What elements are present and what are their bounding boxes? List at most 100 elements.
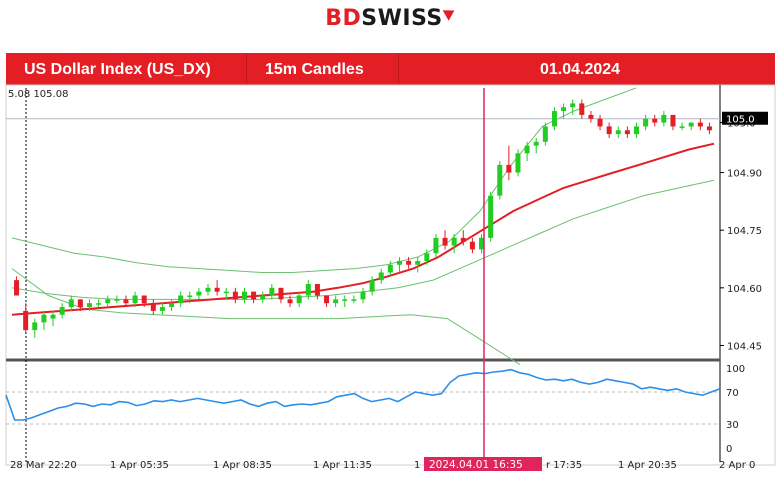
- candle-body: [415, 260, 421, 265]
- candle: [542, 122, 548, 146]
- candle: [269, 283, 275, 300]
- candle-body: [32, 322, 38, 331]
- candle-body: [14, 280, 20, 296]
- candle-body: [214, 287, 220, 292]
- candle: [159, 303, 165, 315]
- candle-body: [634, 126, 640, 135]
- candle: [479, 234, 485, 254]
- candle: [661, 111, 667, 127]
- candle: [205, 283, 211, 296]
- candle-body: [396, 260, 402, 265]
- candle-body: [597, 118, 603, 127]
- candle-body: [588, 114, 594, 119]
- candle-body: [433, 237, 439, 254]
- candle-body: [561, 107, 567, 112]
- candle: [606, 122, 612, 138]
- candle-body: [205, 287, 211, 292]
- candle-body: [324, 295, 330, 304]
- candle-body: [488, 195, 494, 238]
- candle: [706, 122, 712, 135]
- candle-body: [506, 164, 512, 173]
- candle: [68, 295, 74, 311]
- candle: [14, 276, 20, 296]
- oscillator-tick-label: 100: [726, 364, 745, 375]
- timeframe-label: 15m Candles: [265, 61, 364, 78]
- candle-body: [305, 283, 311, 296]
- candle-body: [460, 237, 466, 242]
- candle: [442, 230, 448, 250]
- candle-body: [333, 299, 339, 304]
- candle-body: [96, 303, 102, 305]
- candle-body: [351, 299, 357, 301]
- instrument-title: US Dollar Index (US_DX): [24, 61, 211, 78]
- candle: [260, 291, 266, 304]
- candle: [588, 111, 594, 123]
- candle: [624, 126, 630, 138]
- candle-body: [269, 287, 275, 296]
- time-axis-label: 2 Apr 0: [719, 460, 755, 471]
- candle-body: [570, 103, 576, 108]
- time-axis-label: 1 Apr 05:35: [110, 460, 169, 471]
- candle-body: [369, 280, 375, 292]
- candle: [333, 295, 339, 308]
- candle-body: [169, 303, 175, 308]
- candle-body: [515, 153, 521, 173]
- ma-red-line: [11, 142, 715, 316]
- candles: [14, 99, 712, 338]
- candle-body: [150, 303, 156, 311]
- candle: [670, 114, 676, 131]
- candle: [697, 118, 703, 131]
- candle: [469, 237, 475, 254]
- candle: [424, 249, 430, 265]
- candle-body: [105, 299, 111, 304]
- oscillator-tick-label: 30: [726, 420, 739, 431]
- candle-body: [697, 122, 703, 127]
- moving-average: [11, 142, 715, 316]
- candle: [679, 122, 685, 131]
- candle-body: [469, 241, 475, 250]
- candle: [497, 161, 503, 200]
- candle: [77, 299, 83, 311]
- candle-body: [497, 164, 503, 196]
- candle-body: [187, 295, 193, 298]
- candle-body: [260, 295, 266, 300]
- candle-body: [178, 295, 184, 304]
- candle: [32, 318, 38, 338]
- candle-body: [223, 291, 229, 294]
- candle: [305, 280, 311, 300]
- candle: [506, 145, 512, 181]
- candle: [251, 291, 257, 304]
- highlight-time-label: 2024.04.01 16:35: [429, 459, 523, 471]
- candle-body: [159, 307, 165, 311]
- candle-body: [232, 291, 238, 300]
- candle-body: [77, 299, 83, 308]
- candle: [643, 114, 649, 131]
- time-axis-label: 1: [414, 460, 420, 471]
- candle-body: [551, 111, 557, 127]
- candle-body: [360, 291, 366, 300]
- candle-body: [524, 145, 530, 154]
- candle: [369, 276, 375, 296]
- candle: [451, 234, 457, 254]
- time-axis-label: 28 Mar 22:20: [10, 460, 77, 471]
- candle-body: [296, 295, 302, 304]
- candle: [396, 257, 402, 273]
- candle: [406, 257, 412, 269]
- candle-body: [141, 295, 147, 304]
- candle-body: [23, 310, 29, 331]
- candle: [169, 299, 175, 311]
- candle-body: [123, 299, 129, 304]
- candle-body: [342, 299, 348, 301]
- oscillator-tick-label: 70: [726, 388, 739, 399]
- candle-body: [132, 295, 138, 304]
- candle: [579, 99, 585, 119]
- candle: [296, 291, 302, 308]
- candle: [551, 107, 557, 131]
- candle: [123, 295, 129, 308]
- candle-body: [251, 291, 257, 300]
- candle-body: [50, 314, 56, 319]
- time-axis-label: 1 Apr 11:35: [313, 460, 372, 471]
- price-tick-label: 104.90: [727, 169, 762, 180]
- candle-body: [278, 287, 284, 300]
- candle: [50, 310, 56, 327]
